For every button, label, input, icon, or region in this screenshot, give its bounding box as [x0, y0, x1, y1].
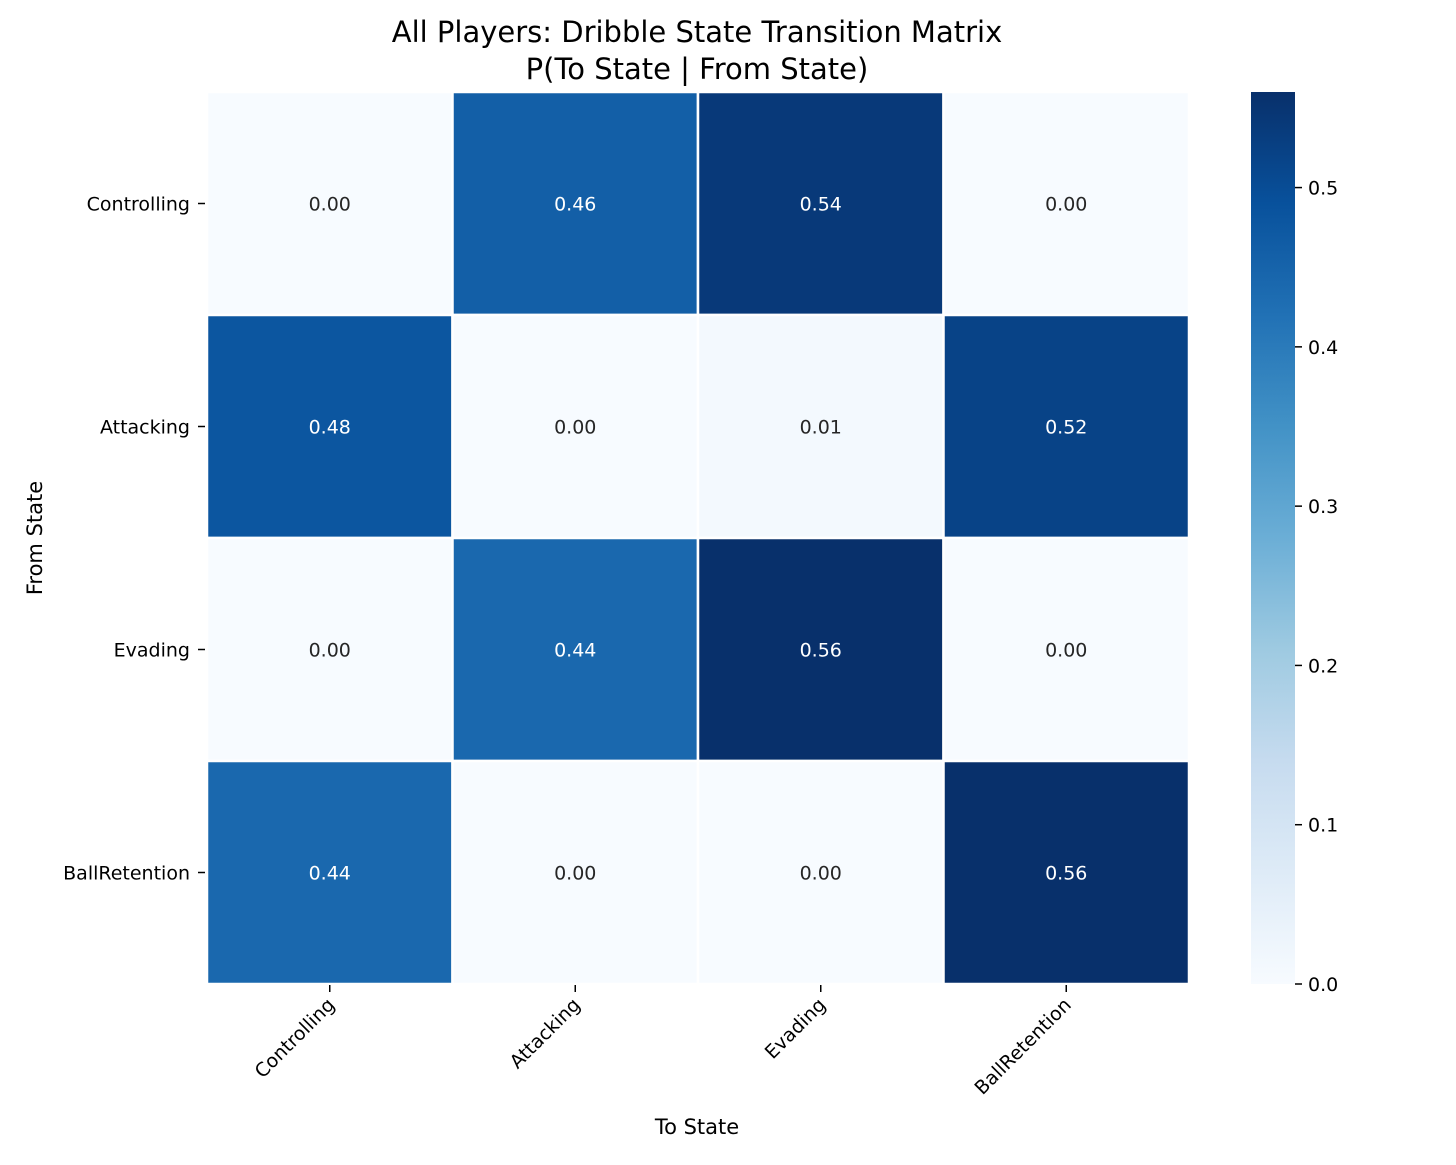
heatmap-cell — [942, 536, 1191, 763]
chart-subtitle: P(To State | From State) — [526, 52, 869, 86]
x-axis-ticks: Controlling Attacking Evading BallRetention — [251, 985, 1076, 1099]
chart-title: All Players: Dribble State Transition Ma… — [392, 15, 1003, 49]
x-tick-label: Attacking — [506, 994, 585, 1073]
colorbar-tick-label: 0.2 — [1308, 655, 1338, 677]
cell-value-label: 0.00 — [309, 640, 351, 662]
y-tick-label: BallRetention — [63, 863, 190, 885]
colorbar-tick-label: 0.1 — [1308, 815, 1338, 837]
heatmap-cell — [205, 759, 454, 986]
heatmap-cell — [451, 536, 700, 763]
x-tick-label: Controlling — [251, 994, 340, 1083]
x-tick-label: Evading — [761, 994, 831, 1064]
cell-value-label: 0.44 — [309, 863, 351, 885]
cell-value-label: 0.54 — [800, 194, 842, 216]
heatmap-cell — [696, 90, 945, 317]
x-tick-label: BallRetention — [971, 994, 1076, 1099]
colorbar — [1251, 92, 1295, 984]
y-axis-ticks: Controlling Attacking Evading BallRetention — [63, 194, 205, 885]
cell-value-label: 0.48 — [309, 417, 351, 439]
colorbar-tick-label: 0.0 — [1308, 974, 1338, 996]
y-tick-label: Attacking — [100, 417, 190, 439]
y-axis-label: From State — [23, 481, 47, 595]
colorbar-tick-label: 0.5 — [1308, 178, 1338, 200]
cell-value-label: 0.46 — [554, 194, 596, 216]
cell-value-label: 0.00 — [1045, 194, 1087, 216]
cell-value-label: 0.00 — [554, 863, 596, 885]
cell-value-label: 0.00 — [554, 417, 596, 439]
heatmap-cell — [451, 759, 700, 986]
heatmap-cell — [696, 759, 945, 986]
cell-value-label: 0.01 — [800, 417, 842, 439]
cell-value-label: 0.00 — [309, 194, 351, 216]
heatmap-cell — [205, 313, 454, 540]
colorbar-tick-label: 0.3 — [1308, 496, 1338, 518]
y-tick-label: Evading — [114, 640, 190, 662]
heatmap-cell — [942, 313, 1191, 540]
x-axis-label: To State — [654, 1115, 739, 1139]
heatmap-cell — [205, 90, 454, 317]
y-tick-label: Controlling — [87, 194, 190, 216]
heatmap-cell — [942, 759, 1191, 986]
heatmap-cell — [451, 313, 700, 540]
cell-value-label: 0.56 — [800, 640, 842, 662]
cell-value-label: 0.00 — [800, 863, 842, 885]
colorbar-ticks: 0.0 0.1 0.2 0.3 0.4 0.5 — [1295, 178, 1338, 996]
heatmap-cell — [942, 90, 1191, 317]
cell-value-label: 0.52 — [1045, 417, 1087, 439]
cell-value-label: 0.44 — [554, 640, 596, 662]
heatmap-cells: 0.00 0.46 0.54 0.00 0.48 0.00 0.01 0.52 0.00 0.44… — [205, 90, 1191, 986]
cell-value-label: 0.00 — [1045, 640, 1087, 662]
colorbar-tick-label: 0.4 — [1308, 337, 1338, 359]
heatmap-cell — [451, 90, 700, 317]
cell-value-label: 0.56 — [1045, 863, 1087, 885]
